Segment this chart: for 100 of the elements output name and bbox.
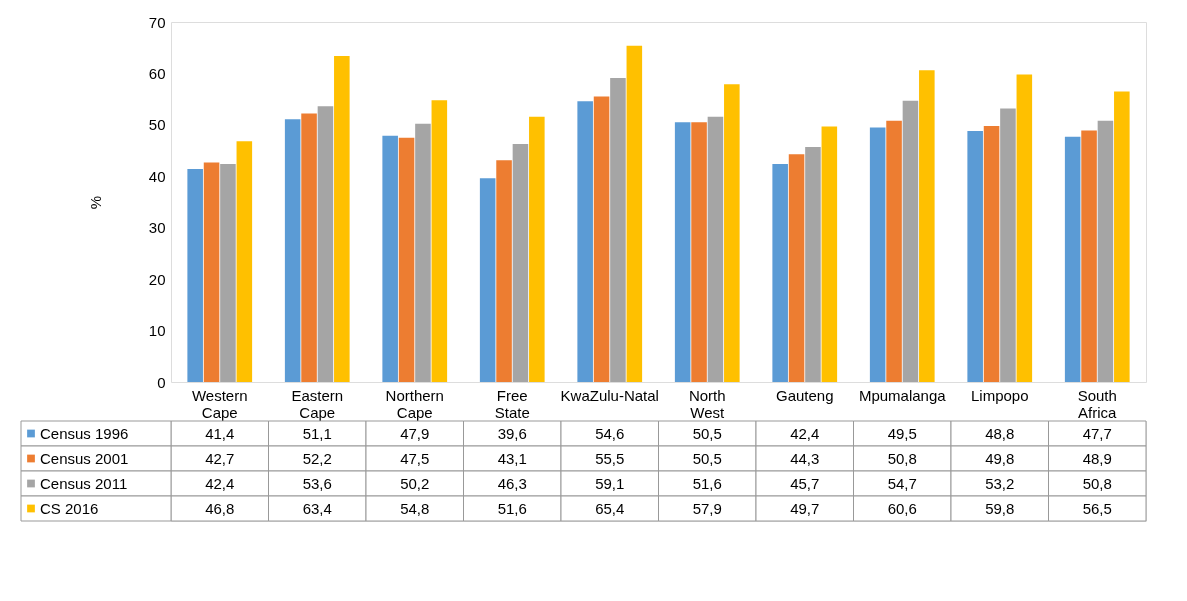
data-label: 42,4: [205, 474, 235, 492]
bar: [886, 120, 902, 382]
data-label: 43,1: [497, 449, 527, 467]
x-tick-label: Mpumalanga: [858, 386, 947, 404]
data-label: 56,5: [1082, 499, 1112, 517]
data-label: 53,2: [985, 474, 1015, 492]
legend-label: Census 2001: [40, 449, 129, 467]
data-label: 57,9: [692, 499, 722, 517]
bar: [724, 84, 740, 382]
bar: [512, 143, 529, 382]
data-label: 48,9: [1082, 449, 1112, 467]
bar: [1016, 74, 1033, 382]
bar: [1097, 120, 1114, 382]
bar: [805, 146, 821, 382]
data-label: 51,6: [497, 499, 527, 517]
bar: [1081, 130, 1097, 382]
data-label: 50,8: [1082, 474, 1112, 492]
y-tick-label: 40: [148, 167, 166, 185]
bar: [788, 154, 805, 382]
bar: [398, 137, 415, 382]
data-label: 50,5: [692, 424, 722, 442]
x-tick-label: KwaZulu-Natal: [560, 386, 659, 404]
data-label: 60,6: [887, 499, 917, 517]
bar: [626, 45, 643, 382]
data-label: 41,4: [205, 424, 235, 442]
data-label: 54,8: [400, 499, 430, 517]
y-tick-label: 0: [157, 373, 166, 391]
bar: [919, 70, 935, 382]
data-label: 51,1: [302, 424, 332, 442]
legend-label: CS 2016: [40, 499, 99, 517]
data-label: 47,5: [400, 449, 430, 467]
bar: [691, 122, 707, 382]
data-label: 52,2: [302, 449, 332, 467]
y-tick-label: 50: [148, 116, 166, 134]
bar: [610, 78, 626, 382]
bar: [187, 169, 203, 382]
bar: [772, 163, 788, 382]
bar: [301, 113, 317, 382]
bar: [415, 123, 431, 382]
data-label: 47,9: [400, 424, 430, 442]
data-label: 54,6: [595, 424, 625, 442]
bar: [593, 96, 610, 382]
bar: [496, 160, 512, 382]
bar: [529, 116, 545, 382]
data-label: 50,8: [887, 449, 917, 467]
data-label: 42,7: [205, 449, 235, 467]
data-label: 65,4: [595, 499, 625, 517]
bar: [967, 131, 983, 382]
bar: [220, 163, 236, 382]
bar: [236, 141, 253, 382]
x-tick-label: Eastern Cape: [291, 386, 344, 421]
data-label: 39,6: [497, 424, 527, 442]
data-label: 54,7: [887, 474, 917, 492]
legend-label: Census 1996: [40, 424, 129, 442]
data-label: 46,8: [205, 499, 235, 517]
bar: [1114, 91, 1130, 382]
y-tick-label: 70: [148, 13, 166, 31]
bar: [334, 55, 350, 382]
data-label: 44,3: [790, 449, 820, 467]
bar: [821, 126, 838, 382]
legend-label: Census 2011: [40, 474, 128, 492]
bar: [431, 100, 448, 382]
bar: [382, 135, 398, 382]
data-label: 45,7: [790, 474, 820, 492]
bar: [577, 101, 593, 382]
x-tick-label: Western Cape: [191, 386, 248, 421]
data-label: 55,5: [595, 449, 625, 467]
bar: [674, 122, 691, 382]
data-label: 42,4: [790, 424, 820, 442]
y-tick-label: 20: [148, 270, 166, 288]
y-tick-label: 30: [148, 219, 166, 237]
bar: [203, 162, 220, 382]
bar: [317, 106, 334, 382]
data-label: 49,7: [790, 499, 820, 517]
data-label: 50,2: [400, 474, 430, 492]
x-tick-label: Limpopo: [970, 386, 1029, 404]
data-label: 49,8: [985, 449, 1015, 467]
data-label: 59,8: [985, 499, 1015, 517]
bar: [1000, 108, 1016, 382]
x-tick-label: Gauteng: [775, 386, 834, 404]
data-label: 59,1: [595, 474, 625, 492]
data-label: 48,8: [985, 424, 1015, 442]
data-label: 63,4: [302, 499, 332, 517]
bar: [983, 125, 1000, 382]
y-axis-title: %: [86, 195, 104, 210]
x-tick-label: South Africa: [1077, 386, 1118, 421]
data-label: 49,5: [887, 424, 917, 442]
data-label: 50,5: [692, 449, 722, 467]
x-tick-label: North West: [688, 386, 726, 421]
bar: [902, 100, 919, 382]
data-label: 46,3: [497, 474, 527, 492]
bar: [707, 116, 724, 382]
bar: [479, 178, 496, 382]
y-tick-label: 10: [148, 322, 166, 340]
x-tick-label: Northern Cape: [385, 386, 444, 421]
x-tick-label: Free State: [494, 386, 530, 421]
bar: [284, 119, 301, 382]
data-label: 51,6: [692, 474, 722, 492]
data-label: 47,7: [1082, 424, 1112, 442]
bar: [1064, 136, 1081, 382]
